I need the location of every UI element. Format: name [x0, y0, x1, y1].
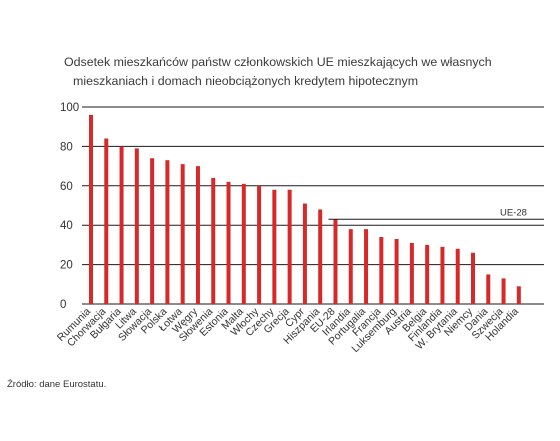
- grid-layer: 0 20 40 60 80 100: [60, 102, 544, 311]
- bar-1: [104, 138, 109, 304]
- chart-title-line-1: Odsetek mieszkańców państw członkowskich…: [64, 55, 492, 69]
- reference-line-label: UE-28: [500, 207, 527, 218]
- reference-line-layer: UE-28: [328, 207, 544, 220]
- bar-19: [379, 237, 384, 304]
- bar-7: [195, 166, 200, 304]
- bar-14: [302, 203, 307, 304]
- bar-27: [501, 278, 506, 304]
- chart-title-line-2: mieszkaniach i domach nieobciążonych kre…: [73, 74, 419, 88]
- bar-18: [364, 229, 369, 304]
- bar-22: [425, 244, 430, 304]
- bar-15: [318, 209, 323, 304]
- bar-20: [394, 238, 399, 304]
- x-tick-labels: RumuniaChorwacjaBułgariaLitwaSłowacjaPol…: [55, 305, 521, 355]
- bar-5: [165, 160, 170, 304]
- bar-25: [471, 252, 475, 304]
- bar-8: [211, 177, 216, 304]
- bar-26: [486, 274, 491, 304]
- bar-10: [241, 183, 246, 304]
- y-tick-label: 40: [60, 220, 73, 232]
- bar-0: [89, 114, 93, 304]
- y-tick-label: 100: [60, 102, 79, 114]
- y-tick-label: 0: [60, 299, 66, 311]
- y-tick-label: 80: [60, 141, 73, 153]
- bar-layer: [89, 114, 521, 304]
- bar-16: [333, 219, 338, 304]
- bar-12: [272, 189, 277, 304]
- bar-21: [409, 242, 414, 304]
- bar-23: [440, 246, 445, 304]
- bar-13: [287, 189, 292, 304]
- bar-2: [119, 146, 124, 304]
- chart-title: Odsetek mieszkańców państw członkowskich…: [64, 53, 544, 91]
- bar-11: [257, 185, 262, 304]
- bar-9: [226, 181, 231, 304]
- bar-17: [348, 229, 353, 304]
- source-note: Źródło: dane Eurostatu.: [7, 379, 107, 390]
- bar-24: [455, 248, 460, 304]
- y-tick-label: 60: [60, 181, 73, 193]
- y-tick-label: 20: [60, 260, 73, 272]
- bar-28: [516, 286, 521, 304]
- bar-3: [134, 148, 139, 304]
- bar-4: [150, 158, 155, 304]
- bar-6: [180, 164, 185, 304]
